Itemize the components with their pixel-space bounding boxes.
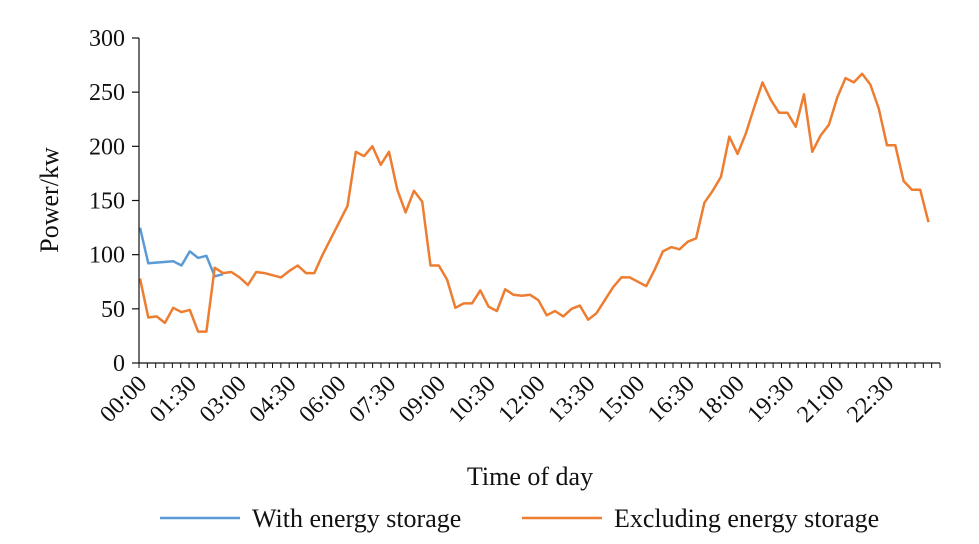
x-axis-title: Time of day bbox=[467, 462, 593, 491]
y-axis-title: Power/kw bbox=[35, 147, 64, 253]
y-axis-ticks: 0 50 100 150 200 250 300 bbox=[89, 26, 139, 377]
legend: With energy storage Excluding energy sto… bbox=[160, 504, 879, 533]
x-tick-label: 15:00 bbox=[593, 371, 650, 428]
x-tick-label: 19:30 bbox=[743, 371, 800, 428]
x-tick-label: 03:00 bbox=[195, 371, 252, 428]
x-tick-label: 16:30 bbox=[643, 371, 700, 428]
y-tick-label: 200 bbox=[89, 134, 125, 160]
series-layer bbox=[138, 72, 930, 333]
x-tick-label: 22:30 bbox=[842, 371, 899, 428]
x-tick-label: 01:30 bbox=[145, 371, 202, 428]
y-tick-label: 150 bbox=[89, 189, 125, 215]
y-tick-label: 100 bbox=[89, 243, 125, 269]
legend-label-excluding-storage: Excluding energy storage bbox=[614, 504, 879, 533]
legend-label-with-storage: With energy storage bbox=[252, 504, 461, 533]
x-tick-label: 18:00 bbox=[693, 371, 750, 428]
x-tick-label: 12:00 bbox=[494, 371, 551, 428]
x-tick-label: 10:30 bbox=[444, 371, 501, 428]
y-tick-label: 0 bbox=[113, 351, 125, 377]
y-tick-label: 250 bbox=[89, 80, 125, 106]
x-tick-label: 00:00 bbox=[95, 371, 152, 428]
x-axis-ticks: 00:0001:3003:0004:3006:0007:3009:0010:30… bbox=[95, 363, 941, 428]
y-tick-label: 50 bbox=[101, 297, 125, 323]
x-tick-label: 21:00 bbox=[792, 371, 849, 428]
x-tick-label: 09:00 bbox=[394, 371, 451, 428]
series-line-with-storage bbox=[138, 227, 224, 278]
y-tick-label: 300 bbox=[89, 26, 125, 52]
x-tick-label: 07:30 bbox=[344, 371, 401, 428]
x-tick-label: 06:00 bbox=[294, 371, 351, 428]
series-line-excluding-storage bbox=[138, 72, 930, 333]
x-tick-label: 04:30 bbox=[245, 371, 302, 428]
x-tick-label: 13:30 bbox=[543, 371, 600, 428]
